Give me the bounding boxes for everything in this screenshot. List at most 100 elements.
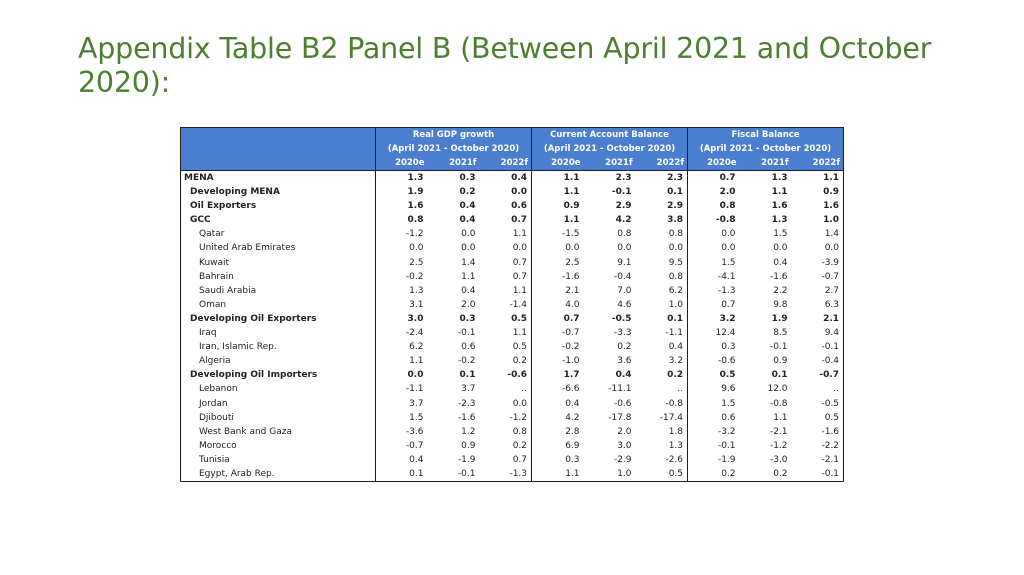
table-cell: 0.0 bbox=[687, 241, 740, 256]
table-cell: 12.4 bbox=[687, 326, 740, 341]
table-cell: 2.0 bbox=[687, 185, 740, 200]
table-cell: 2.7 bbox=[824, 285, 840, 296]
row-label: Developing Oil Importers bbox=[190, 370, 318, 381]
table-cell: 1.1 bbox=[512, 229, 528, 240]
table-cell: -0.2 bbox=[375, 269, 428, 284]
table-cell: -3.0 bbox=[769, 454, 788, 465]
table-cell: -0.1 bbox=[427, 466, 480, 483]
table-cell: 9.4 bbox=[824, 328, 840, 339]
table-cell: 1.1 bbox=[531, 213, 584, 228]
row-label: GCC bbox=[190, 215, 211, 226]
table-cell: 6.9 bbox=[531, 438, 584, 453]
table-cell: 1.6 bbox=[771, 201, 788, 212]
table-cell: 9.5 bbox=[668, 257, 684, 268]
table-row: Lebanon -1.1 3.7.. -6.6 -11.1.. 9.6 12.0.. bbox=[181, 382, 844, 397]
table-cell: 6.3 bbox=[824, 299, 840, 310]
table-row: Developing Oil Exporters 3.0 0.3 0.5 0.7 -0.5… bbox=[181, 311, 844, 327]
table-cell: 4.6 bbox=[617, 299, 632, 310]
table-cell: 7.0 bbox=[617, 285, 632, 296]
table-cell: 3.0 bbox=[375, 311, 428, 327]
table-cell: 0.2 bbox=[512, 440, 528, 451]
header-corner bbox=[180, 156, 376, 171]
table-cell: 0.2 bbox=[739, 466, 792, 483]
table-body: MENA 1.3 0.3 0.4 1.1 2.3 2.3 0.7 1.3 1.1 Developin… bbox=[180, 170, 844, 483]
table-cell: -1.2 bbox=[509, 412, 528, 423]
table-cell: 1.0 bbox=[583, 466, 636, 483]
table-cell: 2.3 bbox=[667, 173, 684, 183]
table-cell: 1.1 bbox=[461, 271, 476, 282]
group-header-cab-title: Current Account Balance bbox=[531, 127, 688, 142]
table-cell: 2.1 bbox=[823, 313, 840, 324]
table-cell: 9.6 bbox=[687, 382, 740, 397]
table-cell: -1.5 bbox=[531, 227, 584, 242]
table-cell: 0.9 bbox=[773, 356, 788, 367]
table-row: Qatar -1.2 0.0 1.1 -1.5 0.8 0.8 0.0 1.5 1.4 bbox=[181, 227, 844, 242]
table-cell: 0.5 bbox=[687, 368, 740, 383]
table-cell: -17.8 bbox=[608, 412, 632, 423]
table-cell: -2.2 bbox=[821, 440, 840, 451]
table-cell: 1.3 bbox=[771, 215, 788, 226]
table-row: Tunisia 0.4 -1.9 0.7 0.3 -2.9 -2.6 -1.9 -3.0 -2.1 bbox=[181, 452, 844, 467]
table-cell: -1.6 bbox=[769, 271, 788, 282]
table-cell: 0.2 bbox=[687, 466, 740, 483]
table-cell: 0.0 bbox=[824, 243, 840, 254]
year-header: 2020e bbox=[375, 156, 428, 171]
group-header-gdp-subtitle: (April 2021 - October 2020) bbox=[374, 142, 532, 156]
table-cell: 0.8 bbox=[375, 213, 428, 228]
row-label: MENA bbox=[184, 173, 214, 183]
table-cell: 1.2 bbox=[461, 426, 476, 437]
table-cell: 0.7 bbox=[687, 297, 740, 312]
table-row: Egypt, Arab Rep. 0.1 -0.1 -1.3 1.1 1.0 0.5 0.2 0… bbox=[180, 466, 844, 483]
table-cell: -2.9 bbox=[613, 454, 632, 465]
table-cell: 0.4 bbox=[461, 285, 476, 296]
row-label: Djibouti bbox=[199, 412, 234, 423]
table-cell: -2.1 bbox=[821, 454, 840, 465]
table-cell: -0.1 bbox=[611, 187, 632, 198]
table-row: United Arab Emirates 0.0 0.0 0.0 0.0 0.0 0.0 0.… bbox=[181, 241, 844, 256]
table-cell: 0.2 bbox=[667, 370, 684, 381]
table-cell: 0.6 bbox=[687, 410, 740, 425]
table-cell: 0.1 bbox=[771, 370, 788, 381]
table-cell: 2.5 bbox=[375, 255, 428, 270]
table-cell: 0.7 bbox=[512, 257, 528, 268]
year-header: 2021f bbox=[583, 156, 636, 171]
table-cell: 0.3 bbox=[687, 340, 740, 355]
table-cell: 4.2 bbox=[615, 215, 632, 226]
table-cell: 1.3 bbox=[375, 283, 428, 298]
table-cell: .. bbox=[677, 384, 684, 395]
row-label: Egypt, Arab Rep. bbox=[180, 466, 376, 483]
table-cell: 1.4 bbox=[461, 257, 476, 268]
row-label: Tunisia bbox=[199, 454, 230, 465]
table-cell: 2.2 bbox=[773, 285, 788, 296]
row-label: Developing Oil Exporters bbox=[190, 313, 317, 324]
table-row: West Bank and Gaza -3.6 1.2 0.8 2.8 2.0 1.8 -3.… bbox=[181, 424, 844, 439]
table-cell: 3.1 bbox=[375, 297, 428, 312]
table-cell: -2.3 bbox=[457, 398, 476, 409]
table-cell: 12.0 bbox=[767, 384, 788, 395]
slide-title: Appendix Table B2 Panel B (Between April… bbox=[78, 32, 932, 99]
table-cell: 0.0 bbox=[668, 243, 684, 254]
table-row: Oman 3.1 2.0 -1.4 4.0 4.6 1.0 0.7 9.8 6.3 bbox=[181, 297, 844, 312]
table-cell: 0.0 bbox=[511, 187, 528, 198]
table-row: Bahrain -0.2 1.1 0.7 -1.6 -0.4 0.8 -4.1 -1.6 -0.7 bbox=[181, 269, 844, 284]
table-cell: -0.5 bbox=[821, 398, 840, 409]
year-header: 2021f bbox=[427, 156, 480, 171]
table-cell: -11.1 bbox=[608, 384, 632, 395]
table-cell: 1.0 bbox=[668, 299, 684, 310]
table-cell: 3.7 bbox=[375, 396, 428, 411]
table-cell: -0.7 bbox=[531, 326, 584, 341]
table-cell: 0.6 bbox=[461, 342, 476, 353]
table-cell: 0.8 bbox=[687, 199, 740, 214]
table-cell: 4.0 bbox=[531, 297, 584, 312]
table-row: Oil Exporters 1.6 0.4 0.6 0.9 2.9 2.9 0.8 1.6 1.6 bbox=[181, 199, 844, 214]
row-label: Bahrain bbox=[199, 271, 234, 282]
table-cell: -0.6 bbox=[687, 354, 740, 369]
table-cell: 1.3 bbox=[375, 170, 428, 186]
row-label: Saudi Arabia bbox=[199, 285, 257, 296]
table-cell: 1.1 bbox=[531, 185, 584, 200]
table-cell: 0.3 bbox=[531, 452, 584, 467]
table-cell: 2.0 bbox=[617, 426, 632, 437]
table-cell: 0.4 bbox=[615, 370, 632, 381]
table-cell: 0.0 bbox=[512, 243, 528, 254]
table-cell: -2.1 bbox=[769, 426, 788, 437]
